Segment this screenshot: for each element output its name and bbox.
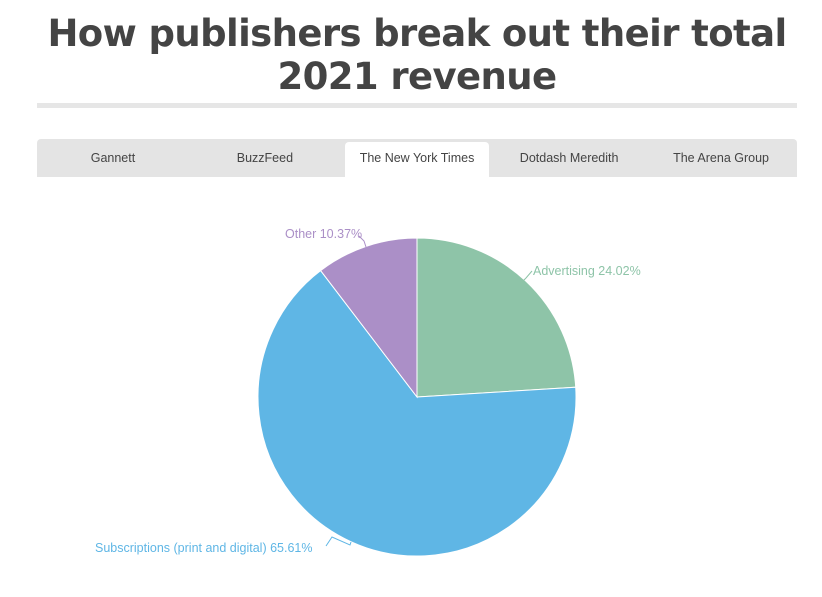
tab-buzzfeed[interactable]: BuzzFeed — [236, 151, 294, 165]
leader-line-other — [358, 235, 367, 248]
chart-title: How publishers break out their total 202… — [47, 12, 787, 98]
label-other: Other 10.37% — [285, 227, 362, 241]
publisher-tab-bar: Gannett BuzzFeed The New York Times Dotd… — [37, 139, 797, 177]
label-advertising: Advertising 24.02% — [533, 264, 641, 278]
slice-advertising[interactable] — [416, 237, 577, 398]
title-divider — [37, 103, 797, 108]
tab-gannett[interactable]: Gannett — [90, 151, 136, 165]
slice-subscriptions[interactable] — [257, 269, 577, 557]
tab-new-york-times[interactable]: The New York Times — [344, 142, 490, 177]
tab-arena-group[interactable]: The Arena Group — [673, 151, 769, 165]
leader-line-subscriptions — [325, 536, 352, 547]
label-subscriptions: Subscriptions (print and digital) 65.61% — [95, 541, 312, 555]
leader-line-advertising — [519, 270, 533, 285]
tab-dotdash-meredith[interactable]: Dotdash Meredith — [519, 151, 619, 165]
